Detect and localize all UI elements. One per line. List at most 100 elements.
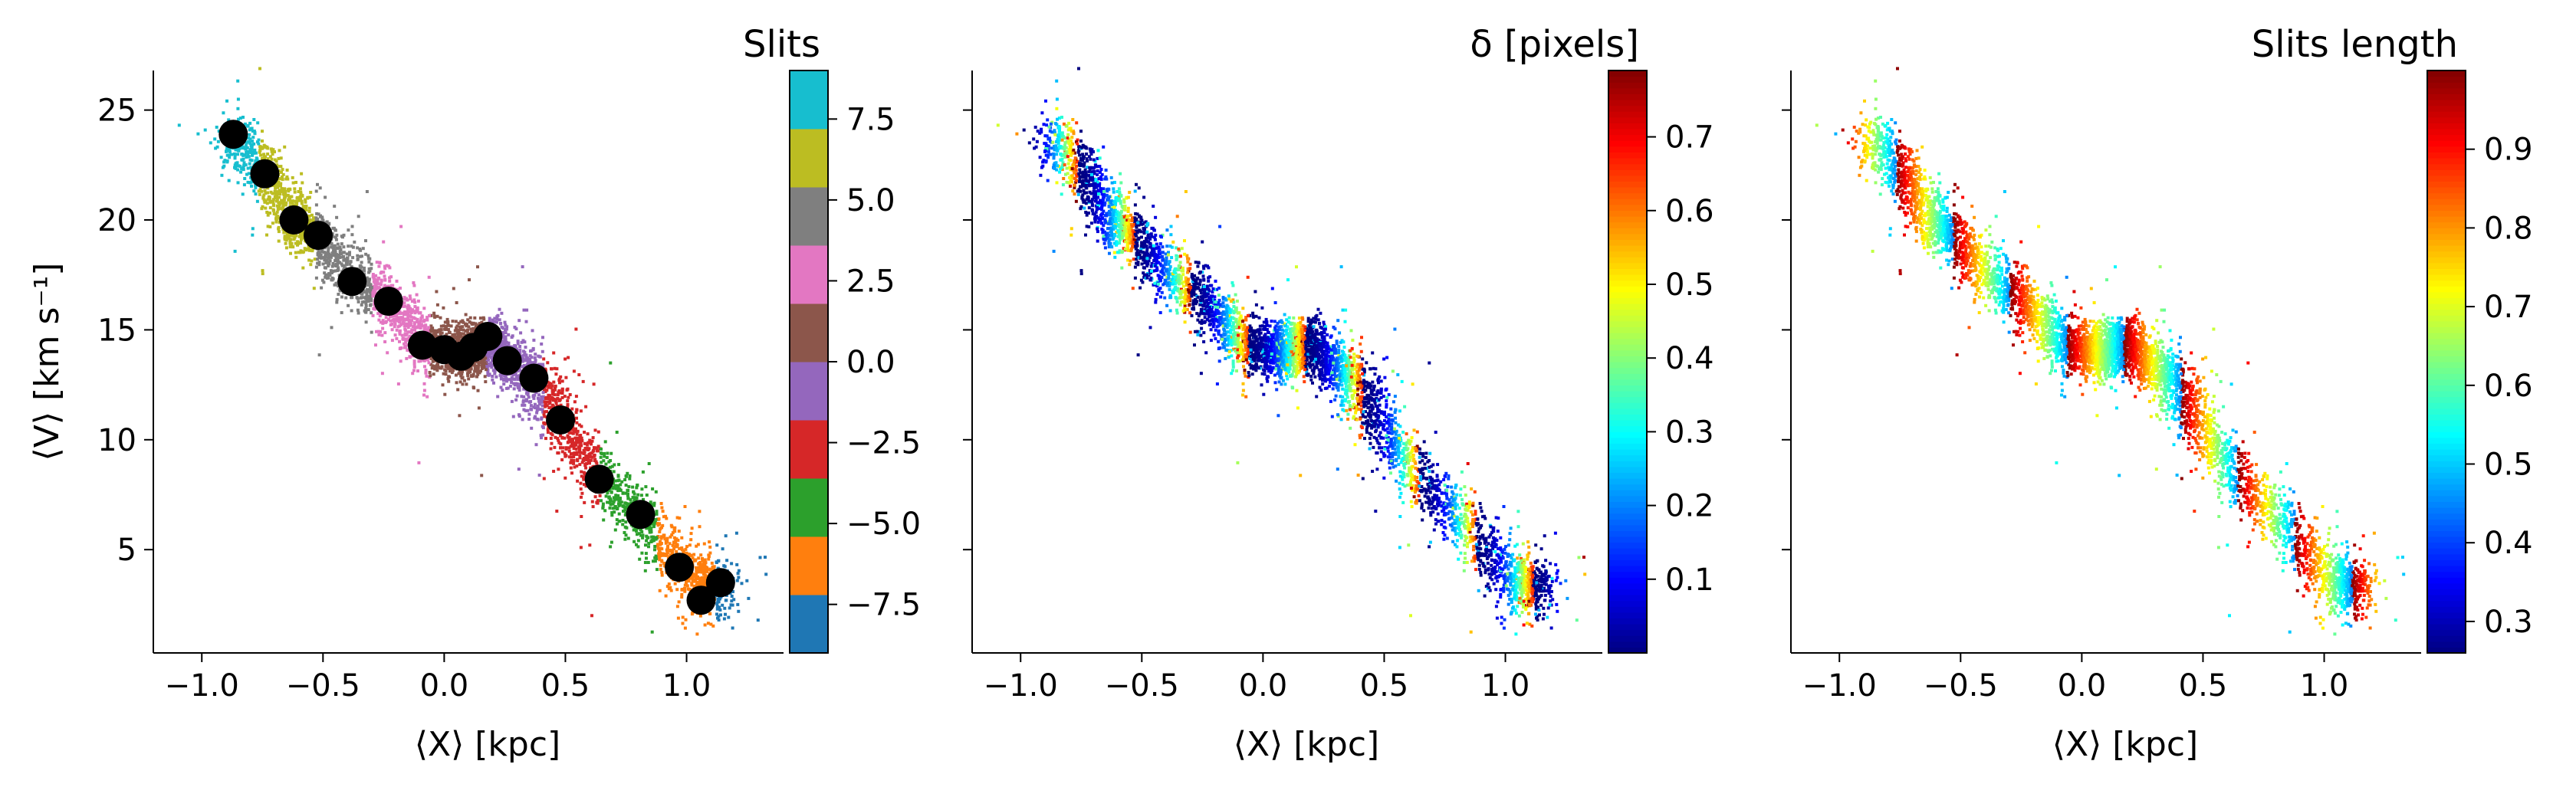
scatter-point [623, 525, 627, 529]
scatter-point [358, 264, 362, 268]
scatter-point [479, 361, 483, 365]
scatter-point [388, 279, 392, 283]
scatter-point [524, 356, 528, 360]
scatter-point [671, 531, 675, 535]
scatter-point [595, 447, 599, 451]
scatter-point [398, 333, 402, 336]
scatter-point [424, 369, 428, 372]
scatter-point [413, 300, 417, 304]
scatter-point [644, 485, 648, 489]
scatter-point [350, 244, 353, 248]
scatter-point [481, 362, 485, 366]
scatter-point [424, 371, 428, 375]
scatter-point [695, 581, 699, 584]
scatter-point [613, 510, 616, 514]
scatter-point [299, 241, 303, 245]
scatter-point [311, 219, 315, 222]
scatter-point [566, 399, 570, 403]
scatter-point [718, 608, 722, 612]
scatter-point [530, 356, 534, 359]
scatter-point [356, 308, 360, 312]
scatter-point [345, 263, 349, 266]
scatter-point [567, 449, 571, 453]
scatter-point [412, 369, 416, 372]
scatter-point [313, 257, 317, 261]
scatter-point [632, 528, 636, 532]
scatter-point [596, 499, 600, 503]
scatter-point [293, 187, 297, 191]
scatter-point [522, 408, 526, 412]
scatter-point [572, 369, 576, 373]
scatter-point [473, 364, 477, 368]
scatter-point [363, 309, 366, 313]
scatter-point [329, 255, 333, 259]
scatter-point [240, 167, 244, 171]
scatter-point [291, 181, 295, 185]
scatter-point [549, 397, 553, 401]
scatter-point [575, 416, 578, 420]
scatter-point [518, 413, 521, 417]
scatter-point [346, 260, 349, 264]
scatter-point [585, 446, 589, 450]
scatter-point [540, 349, 544, 353]
scatter-point [486, 362, 490, 366]
scatter-point [680, 548, 684, 552]
scatter-point [681, 622, 685, 625]
scatter-point [544, 437, 547, 441]
scatter-point [338, 287, 342, 291]
scatter-point [376, 279, 380, 283]
scatter-point [647, 462, 651, 465]
scatter-point [351, 256, 355, 260]
scatter-point [491, 369, 495, 372]
scatter-point [268, 155, 272, 159]
scatter-point [672, 528, 676, 532]
scatter-point [338, 250, 342, 254]
scatter-point [564, 454, 568, 458]
scatter-point [367, 298, 371, 301]
scatter-point [522, 398, 525, 402]
scatter-point [608, 506, 612, 510]
scatter-point [304, 205, 308, 208]
scatter-point [279, 182, 283, 185]
scatter-point [334, 238, 338, 241]
scatter-point [369, 296, 373, 300]
scatter-point [579, 487, 583, 491]
scatter-point [378, 314, 382, 318]
scatter-point [650, 630, 654, 634]
scatter-point [315, 218, 319, 222]
scatter-point [504, 331, 508, 335]
scatter-point [574, 438, 578, 442]
scatter-point [447, 330, 451, 334]
scatter-point [392, 314, 396, 318]
scatter-point [662, 515, 665, 519]
scatter-point [277, 181, 281, 185]
scatter-point [721, 547, 724, 551]
scatter-point [461, 382, 465, 386]
scatter-point [695, 575, 698, 579]
scatter-point [490, 366, 494, 369]
scatter-point [718, 597, 721, 601]
scatter-point [314, 189, 318, 193]
scatter-point [621, 491, 625, 495]
scatter-point [332, 226, 336, 230]
scatter-point [404, 313, 407, 317]
scatter-point [314, 276, 318, 280]
scatter-point [235, 164, 238, 168]
scatter-point [556, 396, 560, 400]
scatter-point [495, 375, 498, 379]
scatter-point [695, 583, 698, 587]
scatter-point [615, 518, 619, 522]
scatter-point [388, 276, 392, 280]
scatter-point [417, 359, 421, 363]
scatter-point [512, 382, 516, 385]
scatter-point [495, 317, 499, 321]
scatter-point [366, 308, 370, 311]
scatter-point [665, 553, 669, 557]
scatter-point [542, 357, 546, 361]
scatter-point [413, 305, 417, 308]
scatter-point [653, 545, 657, 548]
scatter-point [612, 481, 616, 485]
scatter-point [257, 138, 261, 142]
scatter-point [387, 264, 390, 268]
scatter-point [247, 136, 251, 140]
